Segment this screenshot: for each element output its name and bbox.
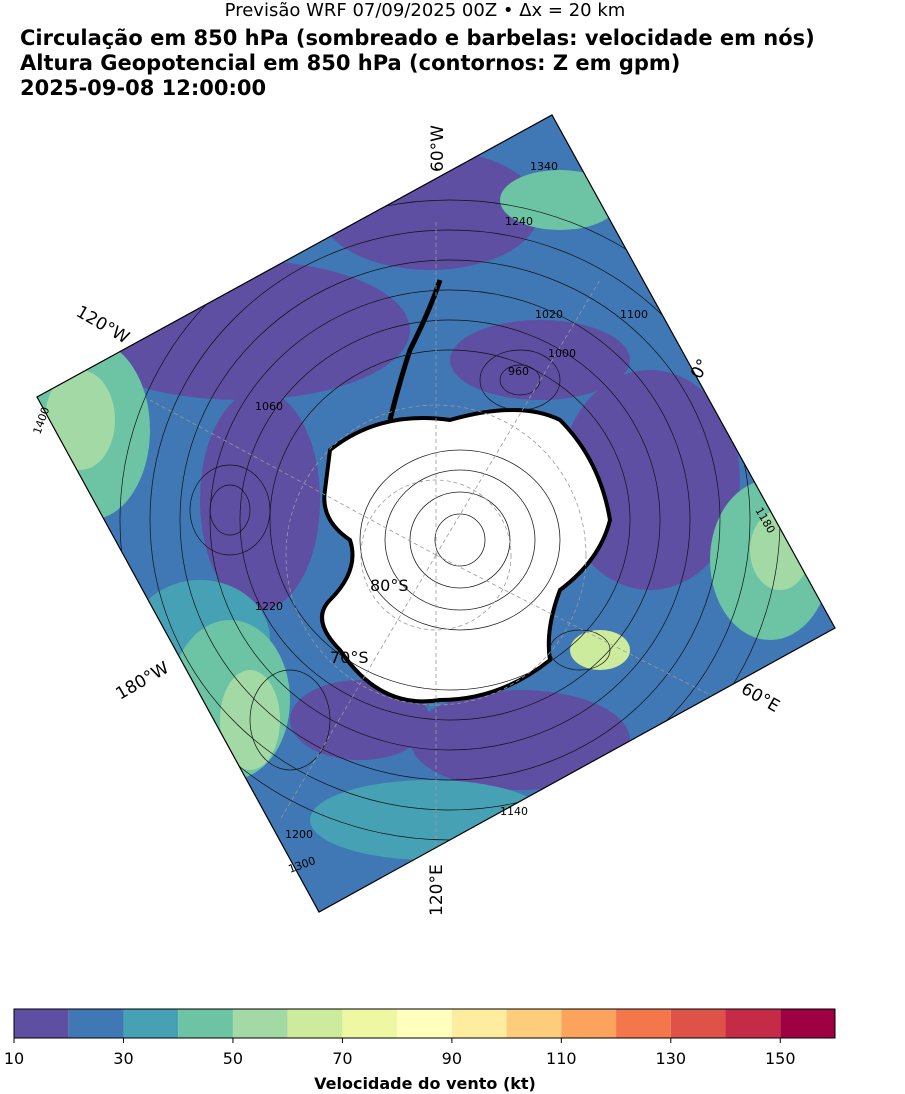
colorbar-swatch bbox=[123, 1009, 179, 1038]
colorbar-label: Velocidade do vento (kt) bbox=[314, 1074, 536, 1093]
colorbar-tick-label: 130 bbox=[656, 1049, 687, 1068]
contour-label: 1200 bbox=[285, 828, 313, 841]
colorbar-swatch bbox=[725, 1009, 781, 1038]
contour-label: 960 bbox=[508, 365, 529, 378]
colorbar-swatch bbox=[397, 1009, 452, 1038]
colorbar-swatch bbox=[561, 1009, 617, 1038]
colorbar-swatch bbox=[287, 1009, 343, 1038]
contour-label: 1020 bbox=[535, 308, 563, 321]
lat-label-80s: 80°S bbox=[370, 576, 409, 595]
lon-label-60w: 60°W bbox=[428, 125, 448, 172]
lat-label-70s: 70°S bbox=[330, 648, 369, 667]
colorbar-tick-label: 30 bbox=[113, 1049, 133, 1068]
colorbar-swatch bbox=[178, 1009, 233, 1038]
colorbar-swatch bbox=[68, 1009, 124, 1038]
colorbar-swatch bbox=[451, 1009, 507, 1038]
map-frame bbox=[36, 114, 836, 913]
colorbar-tick-label: 150 bbox=[765, 1049, 796, 1068]
colorbar-swatch bbox=[616, 1009, 671, 1038]
contour-label: 1060 bbox=[255, 400, 283, 413]
title-line-1: Circulação em 850 hPa (sombreado e barbe… bbox=[20, 26, 815, 50]
colorbar-tick-label: 110 bbox=[546, 1049, 577, 1068]
contour-label: 1140 bbox=[500, 805, 528, 818]
colorbar-swatches bbox=[14, 1009, 835, 1038]
colorbar-swatch bbox=[670, 1009, 726, 1038]
colorbar-tick-label: 50 bbox=[223, 1049, 243, 1068]
lon-label-120e: 120°E bbox=[427, 864, 447, 916]
contour-label: 1340 bbox=[530, 160, 558, 173]
title-line-2: Altura Geopotencial em 850 hPa (contorno… bbox=[20, 51, 681, 75]
colorbar-frame bbox=[13, 1008, 836, 1039]
title-line-3: 2025-09-08 12:00:00 bbox=[20, 76, 267, 100]
contour-label: 1000 bbox=[548, 347, 576, 360]
colorbar-ticks: 10 30 50 70 90 110 130 150 bbox=[4, 1038, 796, 1068]
contour-label: 1100 bbox=[620, 308, 648, 321]
colorbar-tick-label: 90 bbox=[442, 1049, 462, 1068]
colorbar-tick-label: 70 bbox=[332, 1049, 352, 1068]
colorbar-tick-label: 10 bbox=[4, 1049, 24, 1068]
colorbar-swatch bbox=[232, 1009, 288, 1038]
contour-label: 1240 bbox=[505, 215, 533, 228]
colorbar-swatch bbox=[780, 1009, 835, 1038]
colorbar-swatch bbox=[506, 1009, 562, 1038]
colorbar-swatch bbox=[14, 1009, 69, 1038]
contour-label: 1220 bbox=[255, 600, 283, 613]
colorbar-swatch bbox=[342, 1009, 398, 1038]
map-panel: 60°W 120°W 180°W 120°E 60°E 0° 80°S 70°S… bbox=[31, 114, 836, 916]
supertitle: Previsão WRF 07/09/2025 00Z • Δx = 20 km bbox=[224, 0, 626, 21]
